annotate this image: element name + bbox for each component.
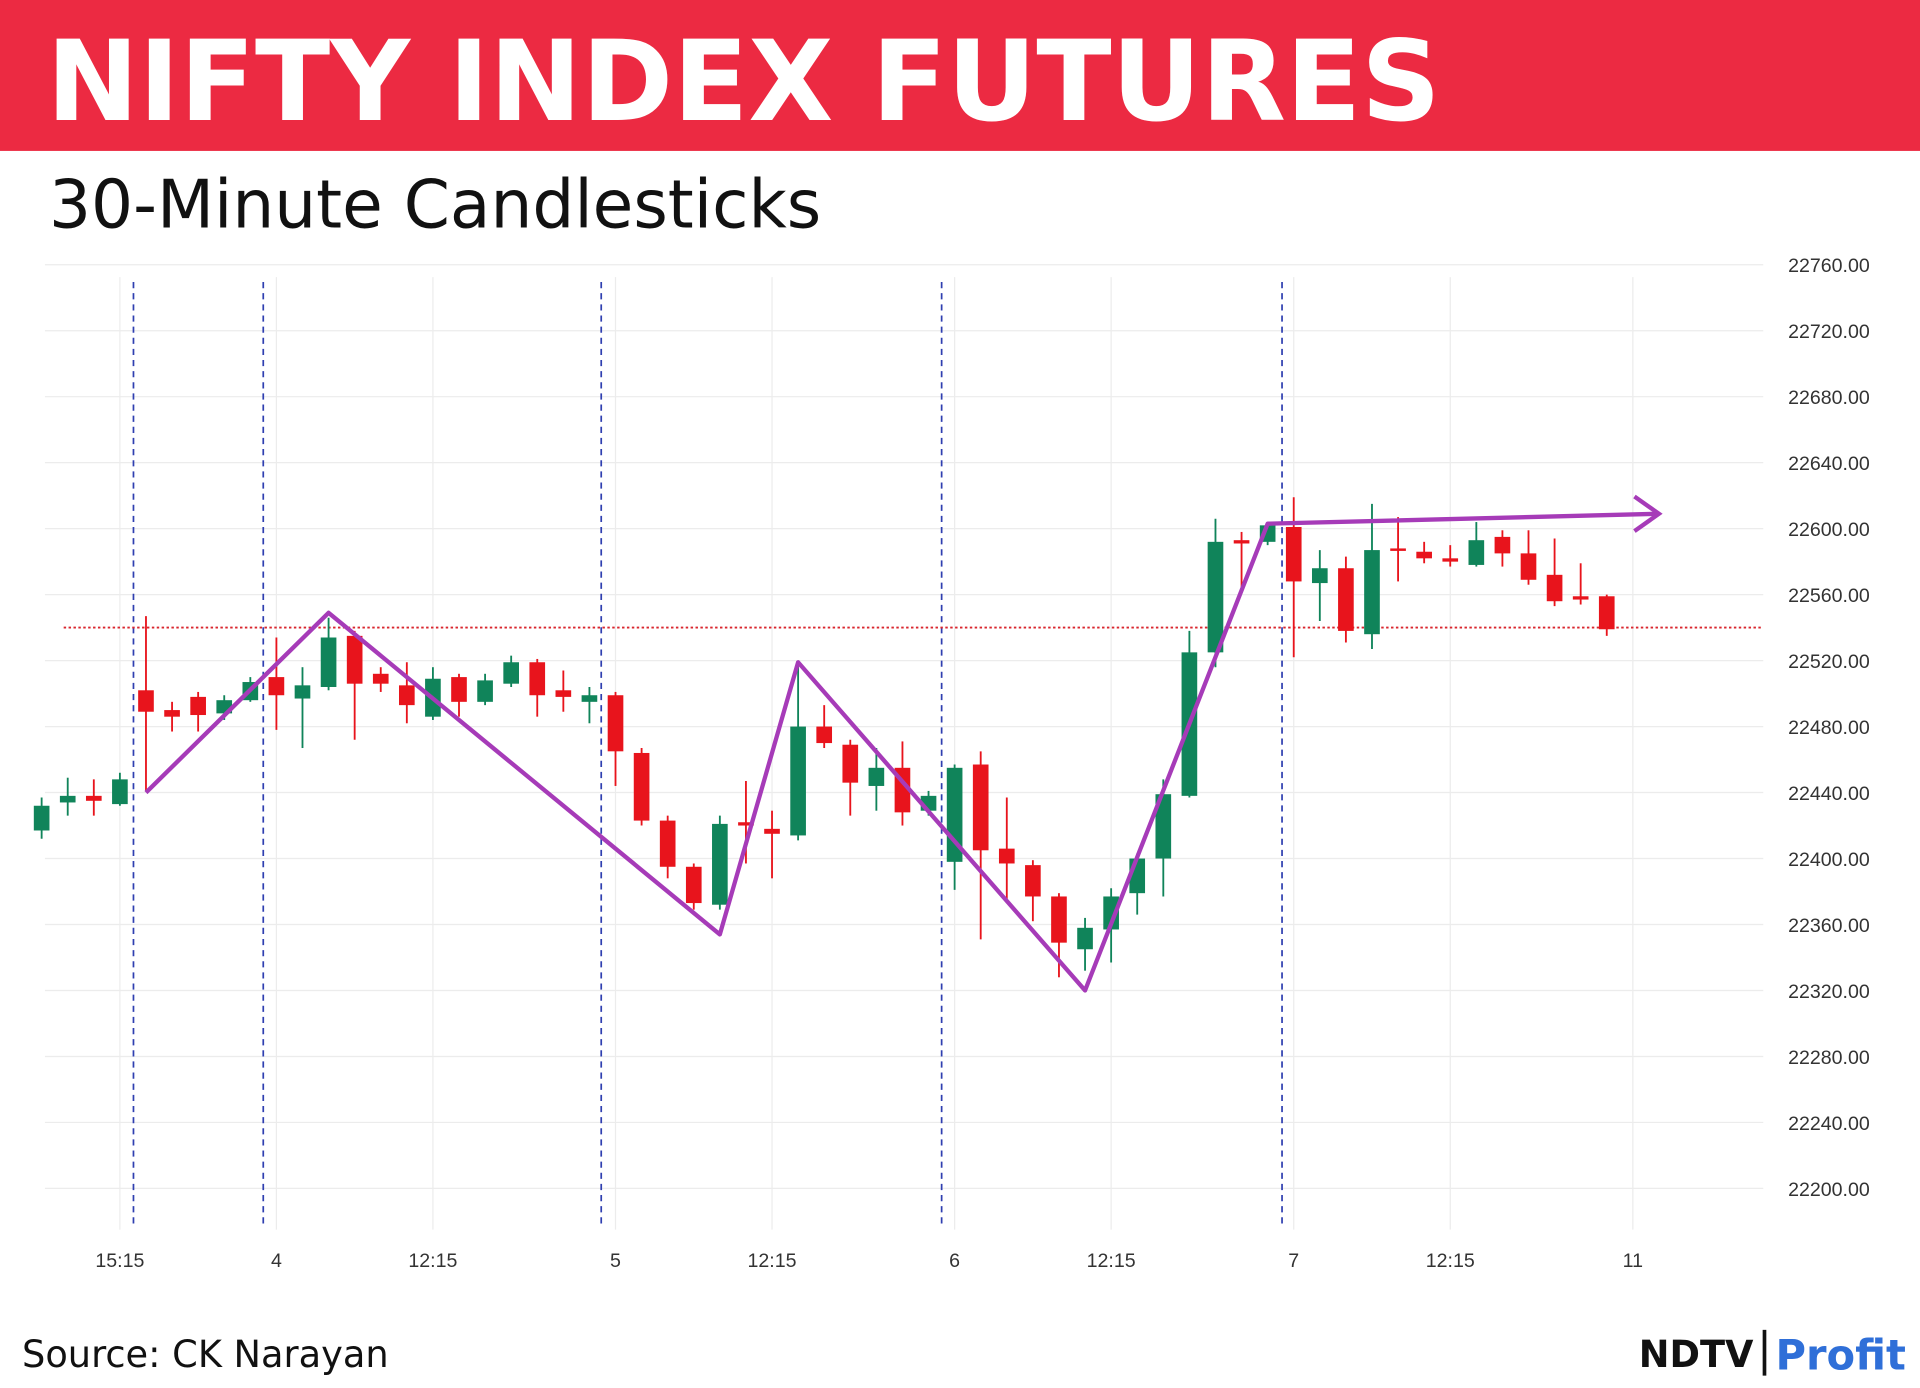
- candle-body: [764, 828, 780, 834]
- candle-body: [59, 795, 76, 803]
- candle-body: [1077, 927, 1093, 950]
- candle-body: [581, 695, 598, 702]
- y-tick-label: 22720.00: [1788, 321, 1870, 343]
- candle-body: [1520, 553, 1537, 580]
- candle-body: [1364, 550, 1380, 635]
- candle-body: [451, 677, 467, 702]
- chart-subtitle: 30-Minute Candlesticks: [49, 165, 821, 243]
- brand-ndtv: NDTV: [1639, 1333, 1754, 1376]
- y-tick-label: 22280.00: [1788, 1047, 1870, 1069]
- candle-body: [112, 779, 128, 805]
- candle-body: [1390, 548, 1406, 551]
- candle-body: [320, 637, 337, 687]
- candle-body: [712, 823, 728, 905]
- candle-body: [85, 795, 102, 801]
- candle-body: [1598, 596, 1615, 630]
- x-tick-label: 7: [1288, 1250, 1299, 1272]
- candle-body: [1416, 551, 1432, 559]
- y-tick-label: 22320.00: [1788, 981, 1870, 1003]
- candle-body: [738, 822, 754, 826]
- candle-body: [346, 635, 363, 684]
- x-tick-label: 12:15: [1087, 1250, 1136, 1272]
- candle-body: [868, 767, 885, 786]
- candle-body: [555, 690, 572, 697]
- y-tick-label: 22680.00: [1788, 387, 1870, 409]
- candle-body: [1025, 865, 1041, 897]
- y-tick-label: 22760.00: [1788, 255, 1870, 277]
- candle-body: [1494, 536, 1511, 554]
- candle-body: [372, 673, 389, 684]
- candle-body: [294, 685, 311, 699]
- candle-body: [503, 662, 519, 684]
- x-tick-label: 12:15: [1426, 1250, 1475, 1272]
- x-tick-label: 11: [1623, 1250, 1643, 1272]
- source: Source: CK Narayan: [22, 1333, 389, 1376]
- y-tick-label: 22400.00: [1788, 849, 1870, 871]
- x-tick-label: 5: [610, 1250, 621, 1272]
- candle-body: [190, 696, 206, 716]
- y-tick-label: 22520.00: [1788, 651, 1870, 673]
- x-tick-label: 12:15: [748, 1250, 797, 1272]
- x-tick-label: 4: [271, 1250, 282, 1272]
- candle-body: [1207, 541, 1224, 653]
- candle-body: [972, 764, 989, 851]
- chart-title: NIFTY INDEX FUTURES: [47, 17, 1441, 147]
- x-tick-label: 12:15: [408, 1250, 457, 1272]
- candle-body: [1103, 896, 1119, 930]
- candle-body: [1338, 568, 1354, 631]
- candle-body: [1285, 526, 1302, 582]
- candle-body: [1311, 568, 1328, 584]
- candle-body: [1468, 540, 1485, 565]
- candle-body: [1442, 558, 1459, 562]
- candle-body: [529, 662, 546, 696]
- title-band: [0, 0, 1920, 151]
- brand-profit: Profit: [1776, 1330, 1906, 1379]
- candle-body: [1233, 540, 1250, 544]
- candle-body: [138, 690, 154, 712]
- candle-body: [790, 726, 806, 836]
- candle-body: [33, 805, 50, 831]
- candle-body: [1155, 794, 1172, 859]
- candle-body: [685, 866, 702, 904]
- candle-body: [268, 677, 285, 696]
- candle-body: [842, 744, 859, 783]
- candle-body: [659, 820, 676, 867]
- candle-body: [998, 848, 1015, 864]
- candle-body: [1051, 896, 1067, 943]
- y-tick-label: 22360.00: [1788, 915, 1870, 937]
- y-tick-label: 22600.00: [1788, 519, 1870, 541]
- x-tick-label: 15:15: [95, 1250, 144, 1272]
- y-tick-label: 22240.00: [1788, 1113, 1870, 1135]
- zigzag-line: [144, 511, 1659, 993]
- candle-body: [477, 680, 493, 702]
- candle-body: [607, 695, 624, 752]
- y-tick-label: 22440.00: [1788, 783, 1870, 805]
- y-tick-label: 22480.00: [1788, 717, 1870, 739]
- candle-body: [816, 726, 833, 744]
- candle-body: [1572, 596, 1589, 600]
- y-tick-label: 22560.00: [1788, 585, 1870, 607]
- candle-body: [399, 685, 415, 706]
- candle-body: [164, 710, 180, 717]
- arrow-head: [1633, 494, 1663, 533]
- candle-body: [633, 752, 650, 821]
- y-tick-label: 22200.00: [1788, 1179, 1870, 1201]
- candle-body: [1546, 574, 1563, 602]
- x-tick-label: 6: [949, 1250, 960, 1272]
- y-tick-label: 22640.00: [1788, 453, 1870, 475]
